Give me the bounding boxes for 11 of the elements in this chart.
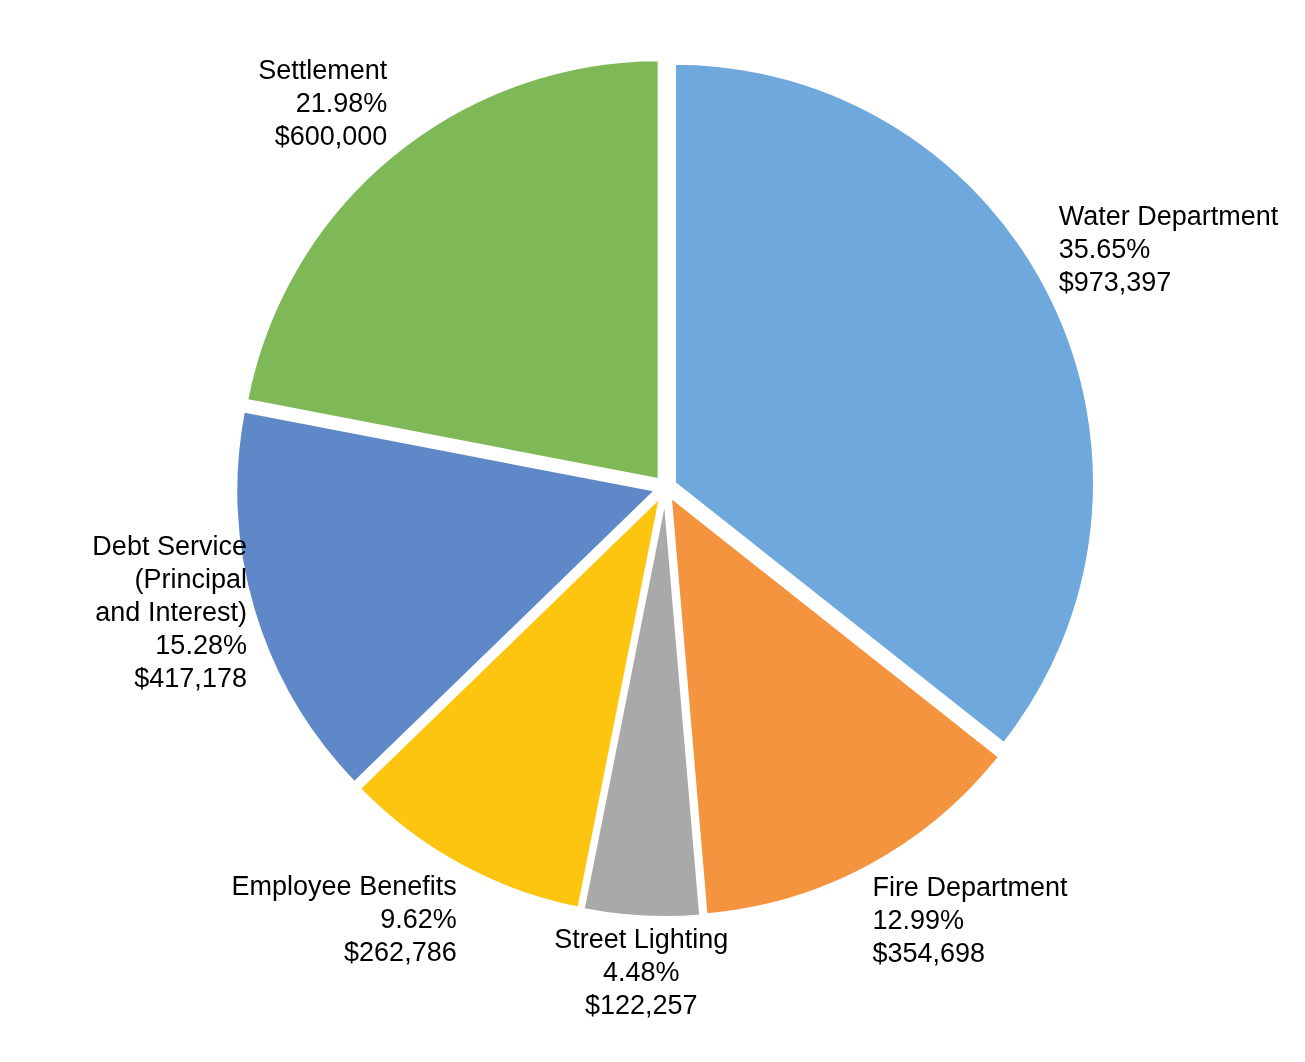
slice-label: Settlement (258, 54, 388, 85)
data-label: 15.28% $417,178 (134, 630, 247, 694)
slice-label: Employee Benefits (231, 871, 457, 902)
slice-label: Street Lighting (554, 923, 729, 954)
data-label: 9.62% $262,786 (344, 904, 457, 968)
data-label: 35.65% $973,397 (1058, 234, 1172, 298)
data-label: 12.99% $354,698 (872, 905, 986, 969)
slice-label: Fire Department (872, 872, 1068, 903)
slice-label: Water Department (1058, 201, 1279, 232)
data-label: 21.98% $600,000 (274, 87, 388, 151)
data-label: 4.48% $122,257 (585, 956, 698, 1020)
